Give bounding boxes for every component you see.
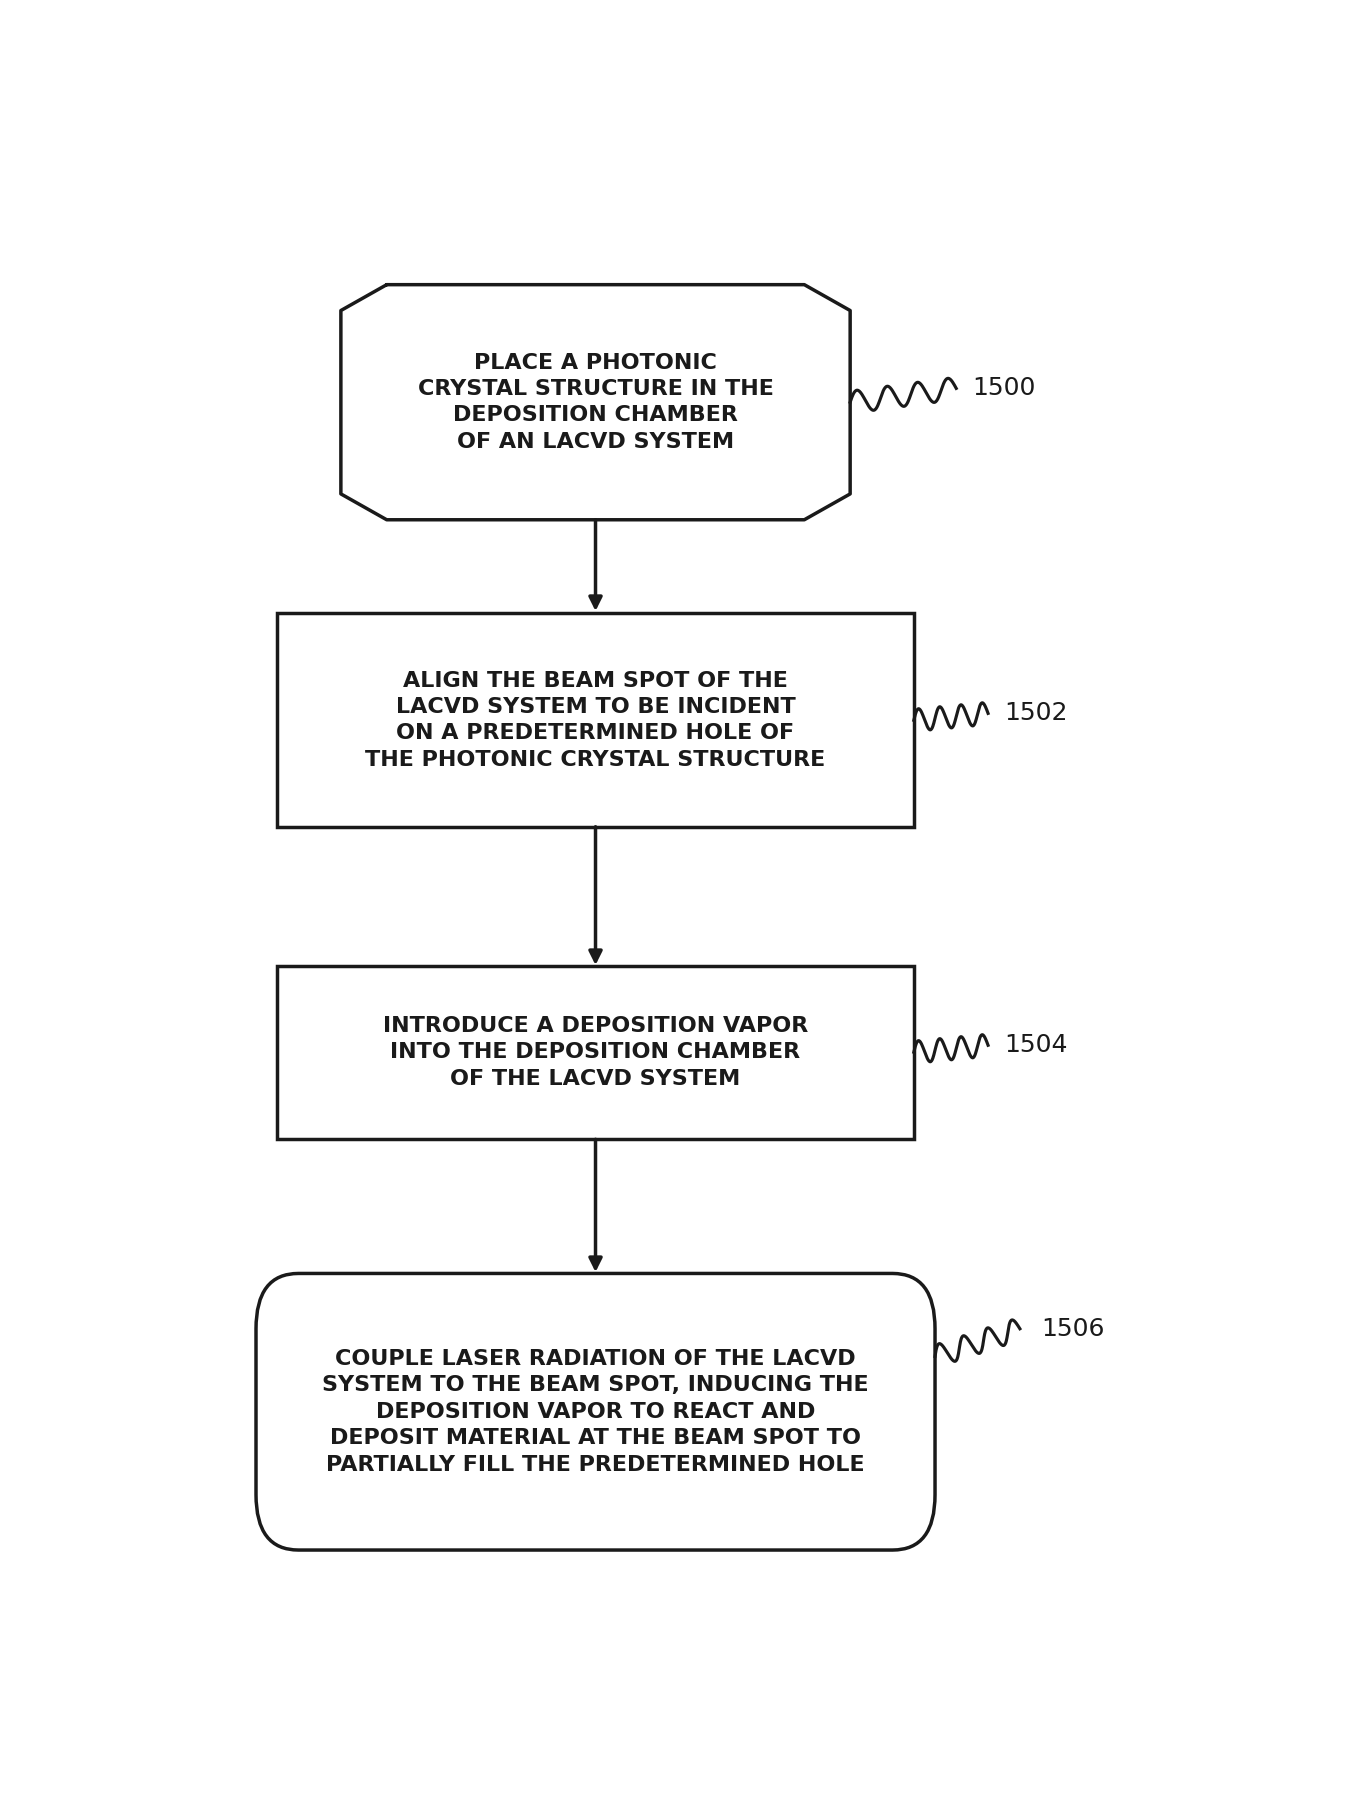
Text: 1500: 1500 — [972, 377, 1035, 401]
FancyBboxPatch shape — [278, 966, 914, 1139]
FancyBboxPatch shape — [256, 1273, 935, 1550]
Text: 1506: 1506 — [1040, 1316, 1105, 1342]
Text: 1504: 1504 — [1003, 1033, 1068, 1058]
Text: ALIGN THE BEAM SPOT OF THE
LACVD SYSTEM TO BE INCIDENT
ON A PREDETERMINED HOLE O: ALIGN THE BEAM SPOT OF THE LACVD SYSTEM … — [366, 670, 826, 770]
Text: 1502: 1502 — [1003, 702, 1068, 726]
FancyBboxPatch shape — [278, 612, 914, 828]
Text: COUPLE LASER RADIATION OF THE LACVD
SYSTEM TO THE BEAM SPOT, INDUCING THE
DEPOSI: COUPLE LASER RADIATION OF THE LACVD SYST… — [322, 1349, 869, 1475]
Polygon shape — [341, 284, 850, 519]
Text: PLACE A PHOTONIC
CRYSTAL STRUCTURE IN THE
DEPOSITION CHAMBER
OF AN LACVD SYSTEM: PLACE A PHOTONIC CRYSTAL STRUCTURE IN TH… — [418, 352, 773, 453]
Text: INTRODUCE A DEPOSITION VAPOR
INTO THE DEPOSITION CHAMBER
OF THE LACVD SYSTEM: INTRODUCE A DEPOSITION VAPOR INTO THE DE… — [383, 1017, 808, 1088]
